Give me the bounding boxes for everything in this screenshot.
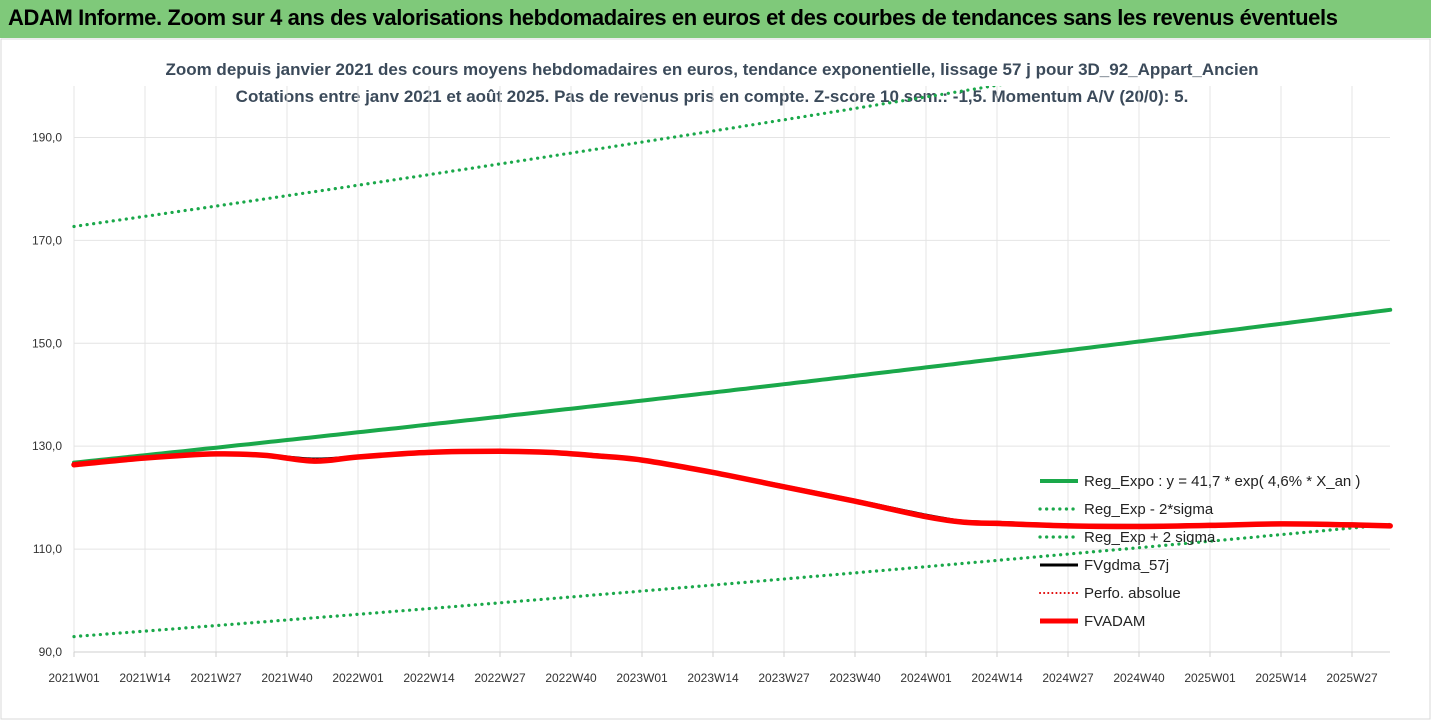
x-tick-label: 2025W14 bbox=[1255, 671, 1307, 685]
x-tick-label: 2023W01 bbox=[616, 671, 668, 685]
chart-subtitle: Cotations entre janv 2021 et août 2025. … bbox=[236, 87, 1189, 106]
legend-label: Perfo. absolue bbox=[1084, 585, 1181, 602]
chart-background bbox=[0, 38, 1431, 720]
x-tick-label: 2024W14 bbox=[971, 671, 1023, 685]
report-title: ADAM Informe. Zoom sur 4 ans des valoris… bbox=[8, 5, 1338, 30]
x-tick-label: 2021W40 bbox=[261, 671, 313, 685]
legend-label: FVgdma_57j bbox=[1084, 557, 1169, 574]
series-reg-exp-minus bbox=[72, 522, 1392, 639]
x-tick-label: 2024W01 bbox=[900, 671, 952, 685]
legend-label: Reg_Exp + 2 sigma bbox=[1084, 529, 1216, 546]
x-tick-label: 2024W40 bbox=[1113, 671, 1165, 685]
series-fvadam bbox=[71, 448, 1393, 530]
legend-label: FVADAM bbox=[1084, 613, 1145, 630]
chart-title: Zoom depuis janvier 2021 des cours moyen… bbox=[165, 60, 1258, 79]
x-tick-label: 2022W40 bbox=[545, 671, 597, 685]
legend-label: Reg_Expo : y = 41,7 * exp( 4,6% * X_an ) bbox=[1084, 473, 1360, 490]
x-tick-label: 2023W27 bbox=[758, 671, 810, 685]
chart-border bbox=[0, 38, 1431, 720]
y-tick-label: 130,0 bbox=[32, 439, 62, 453]
x-tick-label: 2025W27 bbox=[1326, 671, 1378, 685]
x-tick-label: 2024W27 bbox=[1042, 671, 1094, 685]
x-tick-label: 2022W27 bbox=[474, 671, 526, 685]
axis-layer: 2021W01 2021W14 2021W27 2021W40 2022W01 2022W… bbox=[32, 130, 1390, 685]
report-banner: ADAM Informe. Zoom sur 4 ans des valoris… bbox=[0, 0, 1431, 39]
x-tick-label: 2022W14 bbox=[403, 671, 455, 685]
legend-label: Reg_Exp - 2*sigma bbox=[1084, 501, 1214, 518]
x-tick-label: 2025W01 bbox=[1184, 671, 1236, 685]
x-tick-label: 2022W01 bbox=[332, 671, 384, 685]
x-tick-label: 2023W14 bbox=[687, 671, 739, 685]
x-tick-label: 2021W14 bbox=[119, 671, 171, 685]
plot-area bbox=[71, 86, 1393, 639]
y-tick-label: 110,0 bbox=[33, 542, 62, 556]
x-tick-label: 2021W27 bbox=[190, 671, 242, 685]
series-reg-expo bbox=[72, 307, 1393, 465]
x-tick-label: 2021W01 bbox=[48, 671, 100, 685]
x-tick-label: 2023W40 bbox=[829, 671, 881, 685]
y-tick-label: 170,0 bbox=[32, 233, 62, 247]
series-layer bbox=[71, 86, 1393, 639]
y-tick-label: 150,0 bbox=[32, 336, 62, 350]
y-tick-label: 90,0 bbox=[39, 645, 63, 659]
legend: Reg_Expo : y = 41,7 * exp( 4,6% * X_an )… bbox=[1038, 473, 1360, 630]
trend-chart: Zoom depuis janvier 2021 des cours moyen… bbox=[0, 38, 1431, 720]
chart-area: Zoom depuis janvier 2021 des cours moyen… bbox=[0, 38, 1431, 720]
y-tick-label: 190,0 bbox=[32, 130, 62, 144]
series-reg-exp-plus bbox=[72, 86, 1003, 229]
